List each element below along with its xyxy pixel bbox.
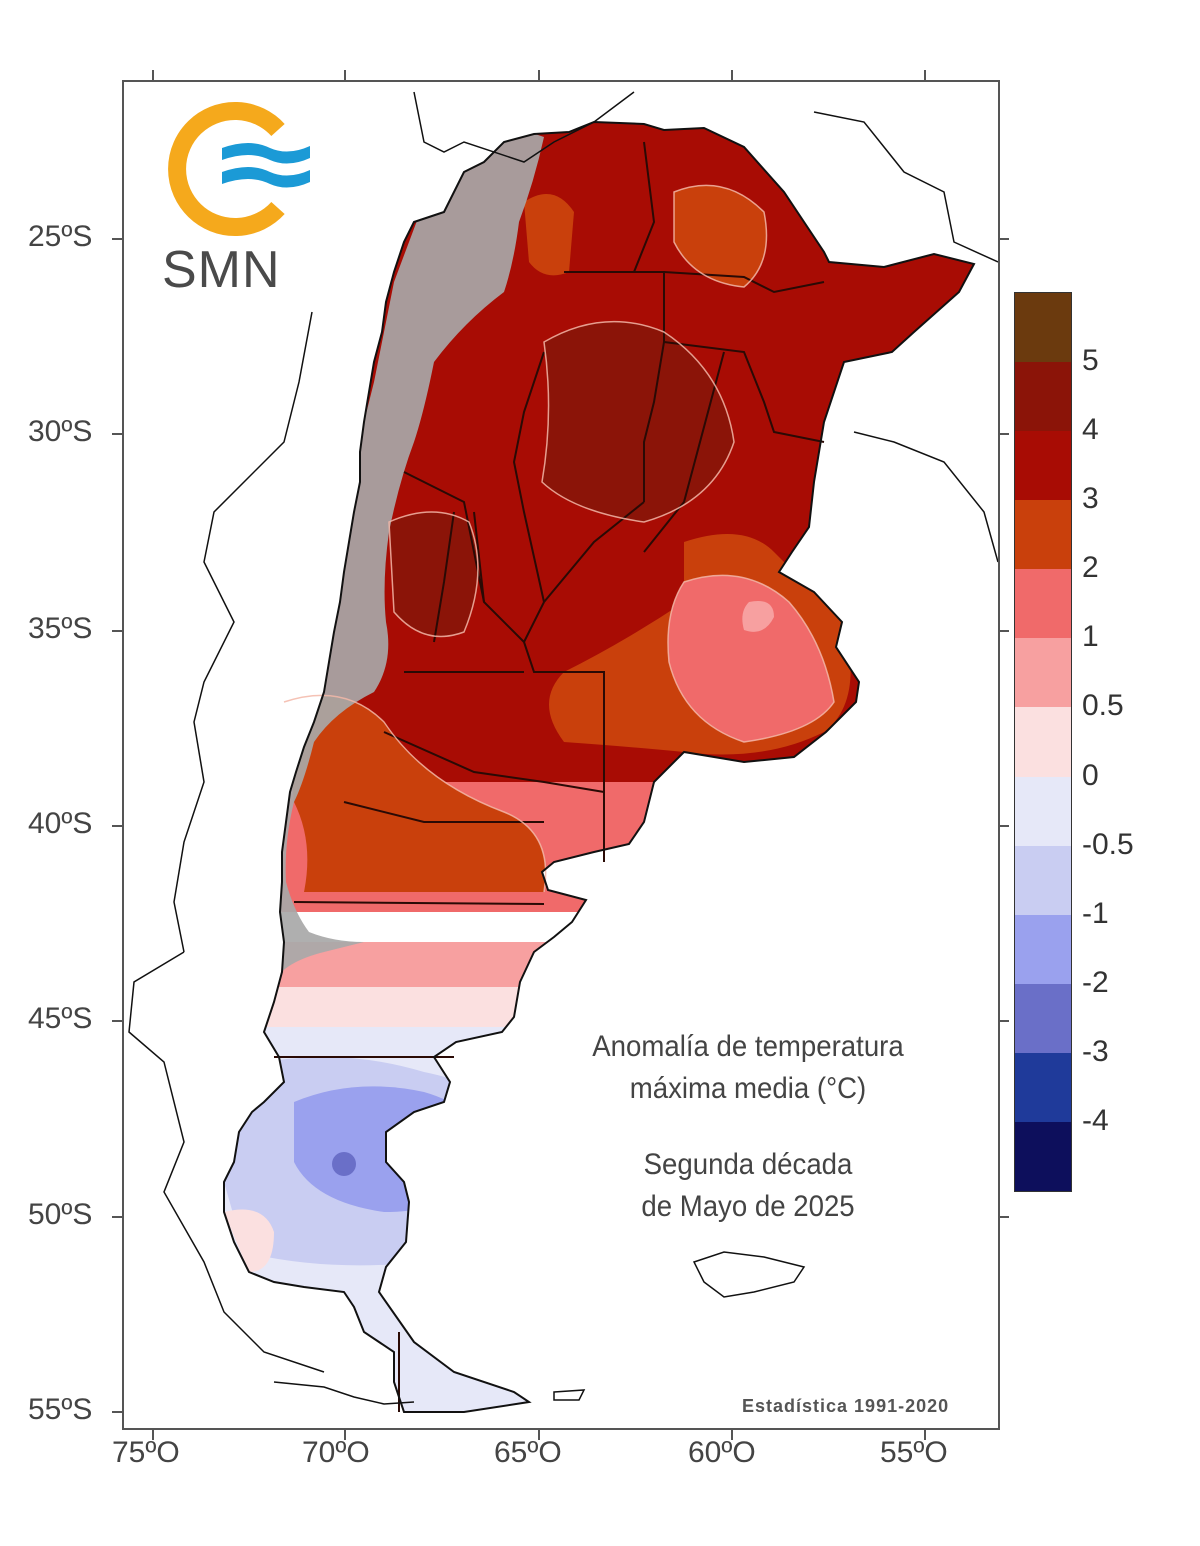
x-tick-top [538,70,540,80]
smn-logo-icon [168,102,310,236]
legend-swatch [1015,638,1071,708]
lon-label: 55ºO [880,1436,948,1469]
x-tick [731,1428,733,1440]
legend-label: -2 [1082,965,1109,999]
region-0-to-0.5 [224,1209,274,1272]
x-tick [344,1428,346,1440]
region-0-to-0.5 [224,987,974,1032]
map-frame [122,80,1000,1430]
region-2-to-3 [524,194,574,276]
y-tick [112,238,124,240]
map-title-line-2: máxima media (°C) [629,1072,867,1105]
province-borders [274,141,825,1412]
legend-label: 0.5 [1082,689,1124,723]
x-tick-top [344,70,346,80]
lat-label: 45ºS [28,1002,93,1035]
legend-swatch [1015,845,1071,916]
legend-swatch [1015,983,1071,1054]
region-0.5-to-1 [224,942,974,992]
lat-label: 40ºS [28,807,93,840]
legend-swatch [1015,1121,1071,1192]
map-canvas [128,91,998,1413]
lon-label: 65ºO [494,1436,562,1469]
region-neg3-to-neg2 [332,1152,356,1176]
legend-swatch [1015,776,1071,847]
legend-label: 2 [1082,551,1099,585]
neighbor-borders [128,91,998,1405]
y-tick-right [999,433,1009,435]
statistics-note: Estadística 1991-2020 [742,1396,950,1416]
legend-label: -4 [1082,1103,1109,1137]
y-tick-right [999,630,1009,632]
y-tick-right [999,825,1009,827]
andes-relief [264,128,544,982]
region-above-4 [542,321,734,522]
x-tick-top [731,70,733,80]
x-tick [924,1428,926,1440]
legend-label: 3 [1082,482,1099,516]
region-1-to-2 [668,575,834,742]
region-2-to-3 [674,185,767,287]
lat-label: 30ºS [28,415,93,448]
legend-swatch [1015,500,1071,570]
contour-lines [283,184,835,893]
lat-label: 55ºS [28,1393,93,1426]
map-title-line-1: Anomalía de temperatura [592,1030,904,1063]
lon-label: 75ºO [112,1436,180,1469]
smn-logo-text: SMN [162,241,281,299]
legend-label: 0 [1082,758,1099,792]
relief-band [264,128,544,982]
lon-label: 60ºO [688,1436,756,1469]
y-tick-right [999,238,1009,240]
region-0.5-to-1 [742,601,774,632]
legend-label: -0.5 [1082,827,1134,861]
x-tick-top [924,70,926,80]
lat-label: 50ºS [28,1198,93,1231]
legend-swatch [1015,293,1071,363]
legend-label: -3 [1082,1034,1109,1068]
x-tick [152,1428,154,1440]
lon-label: 70ºO [302,1436,370,1469]
legend-swatch [1015,707,1071,778]
y-tick [112,1020,124,1022]
legend-label: 4 [1082,413,1099,447]
y-tick [112,630,124,632]
legend-label: -1 [1082,896,1109,930]
x-tick [538,1428,540,1440]
map-subtitle-line-1: Segunda década [643,1148,853,1181]
y-tick [112,1411,124,1413]
y-tick-right [999,1020,1009,1022]
legend-swatch [1015,431,1071,501]
lat-label: 25ºS [28,220,93,253]
x-tick-top [152,70,154,80]
y-tick [112,825,124,827]
legend-swatch [1015,569,1071,639]
legend-swatch [1015,1052,1071,1123]
legend-colorbar [1014,292,1072,1192]
legend-swatch [1015,362,1071,432]
y-tick-right [999,1216,1009,1218]
legend-swatch [1015,914,1071,985]
legend-label: 5 [1082,344,1099,378]
y-tick [112,1216,124,1218]
y-tick [112,433,124,435]
legend-label: 1 [1082,620,1099,654]
lat-label: 35ºS [28,612,93,645]
region-above-4 [389,512,478,637]
map-subtitle-line-2: de Mayo de 2025 [641,1190,855,1223]
region-2-to-3 [284,695,546,892]
